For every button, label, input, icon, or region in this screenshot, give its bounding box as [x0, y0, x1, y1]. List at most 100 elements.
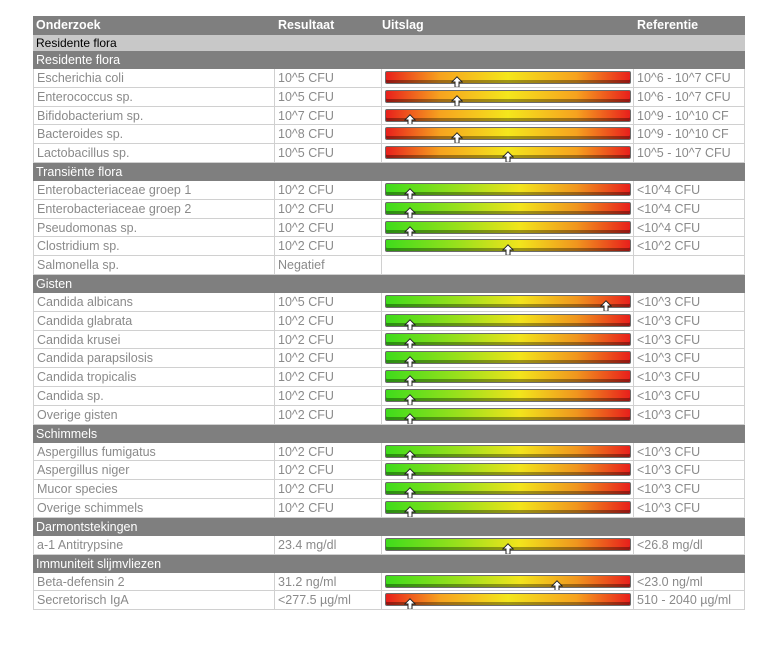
test-result: 10^2 CFU: [275, 237, 382, 257]
outcome-cell: [382, 311, 634, 331]
test-name: Aspergillus niger: [33, 461, 275, 481]
section-title: Gisten: [36, 276, 73, 291]
reference-range: <10^3 CFU: [634, 349, 745, 369]
test-result: 10^7 CFU: [275, 106, 382, 126]
arrow-up-marker-icon: [599, 299, 613, 311]
test-name: Overige gisten: [33, 405, 275, 425]
outcome-cell: [382, 292, 634, 312]
reference-range: <23.0 ng/ml: [634, 572, 745, 592]
table-row: Candida albicans 10^5 CFU <10^3 CFU: [33, 292, 745, 312]
reference-range: <10^4 CFU: [634, 180, 745, 200]
table-row: Secretorisch IgA <277.5 µg/ml 510 - 2040 µ…: [33, 591, 745, 611]
arrow-up-marker-icon: [403, 505, 417, 517]
result-gauge-bar: [385, 388, 631, 405]
arrow-up-marker-icon: [403, 337, 417, 349]
outcome-cell: [382, 106, 634, 126]
result-gauge-bar: [385, 294, 631, 311]
arrow-up-marker-icon: [501, 150, 515, 162]
table-row: Salmonella sp. Negatief: [33, 256, 745, 275]
outcome-cell: [382, 330, 634, 350]
lab-report-table: Onderzoek Resultaat Uitslag Referentie R…: [33, 16, 745, 611]
table-row: Clostridium sp. 10^2 CFU <10^2 CFU: [33, 237, 745, 257]
table-row: Overige schimmels 10^2 CFU <10^3 CFU: [33, 498, 745, 518]
test-result: 23.4 mg/dl: [275, 535, 382, 555]
result-gauge-bar: [385, 220, 631, 237]
section-title: Schimmels: [36, 426, 98, 441]
reference-range: <10^3 CFU: [634, 498, 745, 518]
test-result: 10^2 CFU: [275, 368, 382, 387]
arrow-up-marker-icon: [403, 206, 417, 218]
result-gauge-bar: [385, 444, 631, 461]
test-result: 10^2 CFU: [275, 480, 382, 499]
result-gauge-bar: [385, 500, 631, 517]
result-gauge-bar: [385, 463, 631, 480]
outcome-cell: [382, 256, 634, 275]
result-gauge-bar: [385, 239, 631, 256]
section-header: Gisten: [33, 274, 745, 293]
test-result: 10^2 CFU: [275, 330, 382, 350]
outcome-cell: [382, 535, 634, 555]
test-result: Negatief: [275, 256, 382, 275]
arrow-up-marker-icon: [403, 113, 417, 125]
reference-range: <10^3 CFU: [634, 480, 745, 499]
test-name: Candida glabrata: [33, 311, 275, 331]
arrow-up-marker-icon: [450, 131, 464, 144]
test-name: Secretorisch IgA: [33, 591, 275, 611]
table-row: Aspergillus niger 10^2 CFU <10^3 CFU: [33, 461, 745, 481]
reference-range: <10^3 CFU: [634, 292, 745, 312]
result-gauge-bar: [385, 482, 631, 498]
reference-range: <10^3 CFU: [634, 368, 745, 387]
reference-range: 10^6 - 10^7 CFU: [634, 87, 745, 107]
reference-range: 10^5 - 10^7 CFU: [634, 144, 745, 163]
table-row: Overige gisten 10^2 CFU <10^3 CFU: [33, 405, 745, 425]
table-row: Enterobacteriaceae groep 1 10^2 CFU <10^4 …: [33, 180, 745, 200]
test-name: Escherichia coli: [33, 69, 275, 88]
table-row: Enterobacteriaceae groep 2 10^2 CFU <10^4 …: [33, 199, 745, 219]
section-header: Immuniteit slijmvliezen: [33, 554, 745, 573]
test-name: Candida krusei: [33, 330, 275, 350]
table-row: Candida krusei 10^2 CFU <10^3 CFU: [33, 330, 745, 350]
section-title: Residente flora: [36, 53, 121, 67]
test-name: Lactobacillus sp.: [33, 144, 275, 163]
header-result: Resultaat: [278, 18, 335, 32]
test-name: Bacteroides sp.: [33, 125, 275, 145]
test-name: Salmonella sp.: [33, 256, 275, 275]
outcome-cell: [382, 144, 634, 163]
result-gauge-bar: [385, 537, 631, 554]
arrow-up-marker-icon: [450, 75, 464, 87]
arrow-up-marker-icon: [403, 225, 417, 237]
result-gauge-bar: [385, 127, 631, 144]
table-row: Beta-defensin 2 31.2 ng/ml <23.0 ng/ml: [33, 572, 745, 592]
test-result: 10^5 CFU: [275, 292, 382, 312]
outcome-cell: [382, 218, 634, 238]
test-name: Enterococcus sp.: [33, 87, 275, 107]
test-name: Clostridium sp.: [33, 237, 275, 257]
test-name: Aspergillus fumigatus: [33, 442, 275, 462]
test-name: Pseudomonas sp.: [33, 218, 275, 238]
section-title: Darmontstekingen: [36, 519, 138, 534]
test-result: <277.5 µg/ml: [275, 591, 382, 611]
table-row: Escherichia coli 10^5 CFU 10^6 - 10^7 CFU: [33, 69, 745, 88]
result-gauge-bar: [385, 146, 631, 162]
header-reference: Referentie: [637, 18, 699, 32]
group-title-bar: Residente flora: [33, 35, 745, 51]
reference-range: <10^3 CFU: [634, 461, 745, 481]
arrow-up-marker-icon: [403, 412, 417, 424]
outcome-cell: [382, 498, 634, 518]
test-result: 10^2 CFU: [275, 405, 382, 425]
result-gauge-bar: [385, 407, 631, 424]
outcome-cell: [382, 180, 634, 200]
test-result: 10^5 CFU: [275, 144, 382, 163]
reference-range: [634, 256, 745, 275]
section-title: Immuniteit slijmvliezen: [36, 556, 162, 571]
result-gauge-bar: [385, 351, 631, 368]
arrow-up-marker-icon: [403, 597, 417, 610]
outcome-cell: [382, 442, 634, 462]
result-gauge-bar: [385, 574, 631, 591]
arrow-up-marker-icon: [403, 486, 417, 498]
test-result: 10^2 CFU: [275, 386, 382, 406]
table-row: Lactobacillus sp. 10^5 CFU 10^5 - 10^7 CFU: [33, 144, 745, 163]
result-gauge-bar: [385, 593, 631, 610]
outcome-cell: [382, 125, 634, 145]
arrow-up-marker-icon: [403, 449, 417, 461]
